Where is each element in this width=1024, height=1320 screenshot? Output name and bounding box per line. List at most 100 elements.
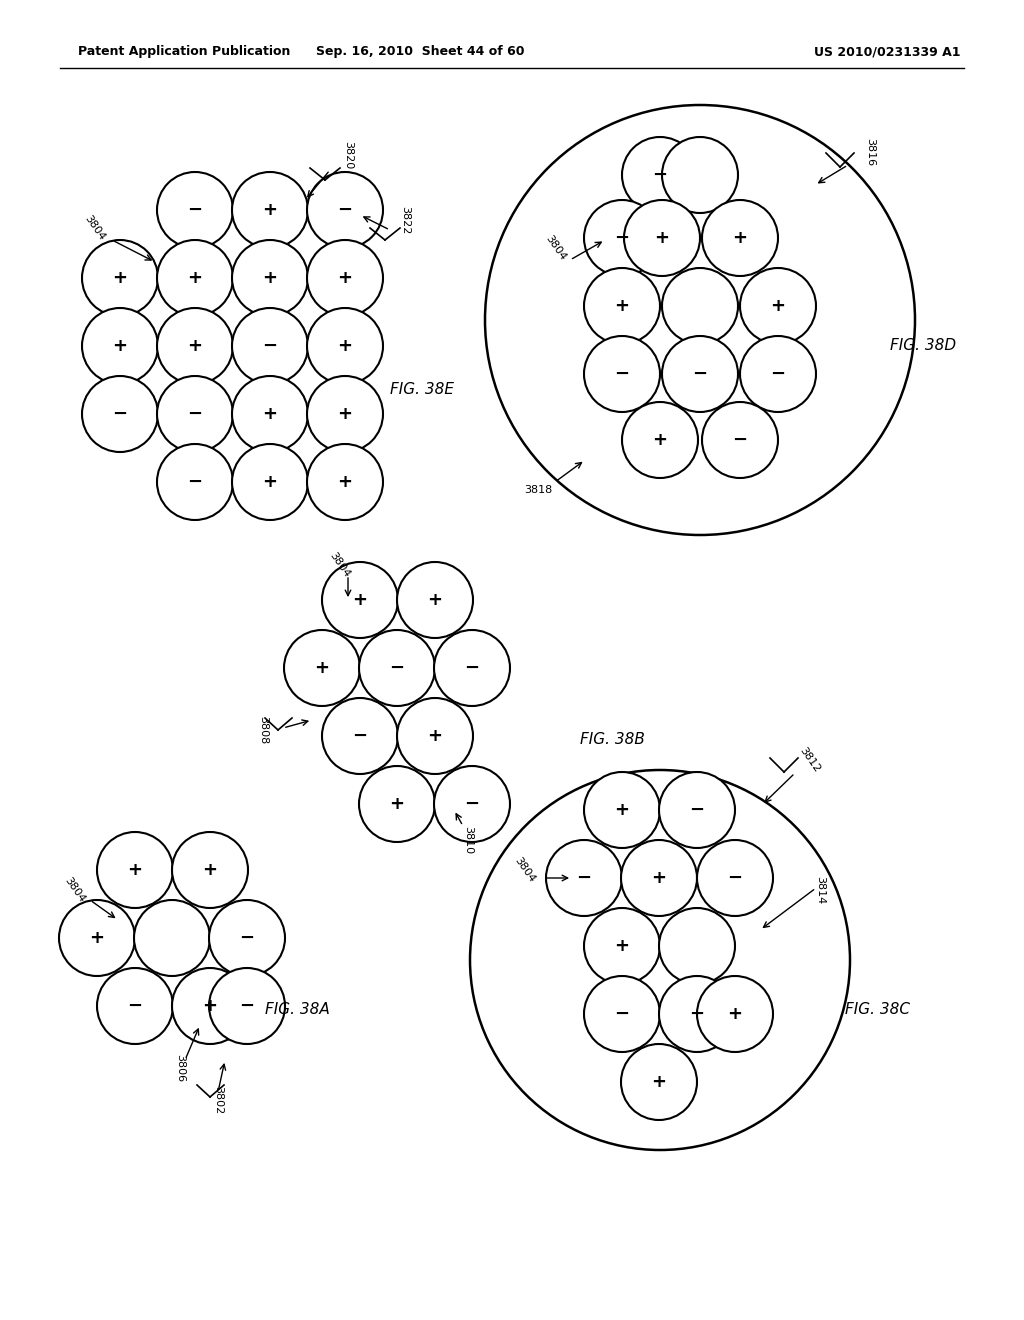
Circle shape xyxy=(232,308,308,384)
Circle shape xyxy=(662,137,738,213)
Circle shape xyxy=(157,240,233,315)
Text: −: − xyxy=(187,201,203,219)
Circle shape xyxy=(172,832,248,908)
Text: FIG. 38C: FIG. 38C xyxy=(845,1002,910,1018)
Text: −: − xyxy=(577,869,592,887)
Text: −: − xyxy=(352,727,368,744)
Circle shape xyxy=(232,444,308,520)
Circle shape xyxy=(662,337,738,412)
Circle shape xyxy=(584,337,660,412)
Text: +: + xyxy=(732,228,748,247)
Text: 3804: 3804 xyxy=(544,234,568,263)
Text: 3808: 3808 xyxy=(258,715,268,744)
Text: 3814: 3814 xyxy=(815,876,825,904)
Circle shape xyxy=(359,766,435,842)
Text: Sep. 16, 2010  Sheet 44 of 60: Sep. 16, 2010 Sheet 44 of 60 xyxy=(315,45,524,58)
Text: −: − xyxy=(614,228,630,247)
Circle shape xyxy=(307,240,383,315)
Text: +: + xyxy=(651,869,667,887)
Text: +: + xyxy=(652,432,668,449)
Circle shape xyxy=(307,376,383,451)
Circle shape xyxy=(157,172,233,248)
Text: +: + xyxy=(113,337,128,355)
Circle shape xyxy=(307,308,383,384)
Text: −: − xyxy=(338,201,352,219)
Text: FIG. 38D: FIG. 38D xyxy=(890,338,956,352)
Text: +: + xyxy=(187,337,203,355)
Circle shape xyxy=(434,766,510,842)
Text: 3820: 3820 xyxy=(343,141,353,169)
Circle shape xyxy=(82,308,158,384)
Text: −: − xyxy=(262,337,278,355)
Circle shape xyxy=(622,403,698,478)
Text: +: + xyxy=(727,1005,742,1023)
Circle shape xyxy=(584,772,660,847)
Text: +: + xyxy=(314,659,330,677)
Text: −: − xyxy=(614,366,630,383)
Text: +: + xyxy=(651,1073,667,1092)
Circle shape xyxy=(307,172,383,248)
Text: +: + xyxy=(614,801,630,818)
Text: +: + xyxy=(654,228,670,247)
Circle shape xyxy=(584,908,660,983)
Circle shape xyxy=(740,268,816,345)
Text: +: + xyxy=(352,591,368,609)
Circle shape xyxy=(546,840,622,916)
Text: 3816: 3816 xyxy=(865,137,874,166)
Circle shape xyxy=(621,1044,697,1119)
Circle shape xyxy=(82,240,158,315)
Circle shape xyxy=(82,376,158,451)
Circle shape xyxy=(134,900,210,975)
Text: −: − xyxy=(127,997,142,1015)
Circle shape xyxy=(697,975,773,1052)
Text: +: + xyxy=(389,795,404,813)
Text: US 2010/0231339 A1: US 2010/0231339 A1 xyxy=(813,45,961,58)
Circle shape xyxy=(232,240,308,315)
Text: 3810: 3810 xyxy=(463,826,473,854)
Circle shape xyxy=(697,840,773,916)
Circle shape xyxy=(322,698,398,774)
Circle shape xyxy=(97,968,173,1044)
Circle shape xyxy=(659,975,735,1052)
Circle shape xyxy=(702,403,778,478)
Circle shape xyxy=(157,376,233,451)
Text: +: + xyxy=(614,297,630,315)
Text: +: + xyxy=(338,405,352,422)
Text: +: + xyxy=(338,473,352,491)
Text: +: + xyxy=(262,269,278,286)
Text: 3804: 3804 xyxy=(328,550,352,579)
Text: +: + xyxy=(203,997,217,1015)
Text: −: − xyxy=(692,366,708,383)
Circle shape xyxy=(209,968,285,1044)
Circle shape xyxy=(172,968,248,1044)
Text: +: + xyxy=(770,297,785,315)
Circle shape xyxy=(209,900,285,975)
Text: +: + xyxy=(262,405,278,422)
Circle shape xyxy=(622,137,698,213)
Circle shape xyxy=(307,444,383,520)
Text: 3802: 3802 xyxy=(213,1086,223,1114)
Text: +: + xyxy=(338,269,352,286)
Text: Patent Application Publication: Patent Application Publication xyxy=(78,45,291,58)
Circle shape xyxy=(232,172,308,248)
Text: −: − xyxy=(732,432,748,449)
Text: 3812: 3812 xyxy=(798,746,822,775)
Text: −: − xyxy=(727,869,742,887)
Text: +: + xyxy=(338,337,352,355)
Circle shape xyxy=(584,268,660,345)
Text: +: + xyxy=(128,861,142,879)
Circle shape xyxy=(584,975,660,1052)
Circle shape xyxy=(659,772,735,847)
Text: FIG. 38E: FIG. 38E xyxy=(390,383,454,397)
Text: FIG. 38A: FIG. 38A xyxy=(265,1002,330,1018)
Text: +: + xyxy=(262,201,278,219)
Circle shape xyxy=(434,630,510,706)
Circle shape xyxy=(59,900,135,975)
Text: −: − xyxy=(689,1005,705,1023)
Text: −: − xyxy=(113,405,128,422)
Circle shape xyxy=(662,268,738,345)
Text: +: + xyxy=(89,929,104,946)
Text: FIG. 38B: FIG. 38B xyxy=(580,733,645,747)
Text: −: − xyxy=(187,473,203,491)
Circle shape xyxy=(232,376,308,451)
